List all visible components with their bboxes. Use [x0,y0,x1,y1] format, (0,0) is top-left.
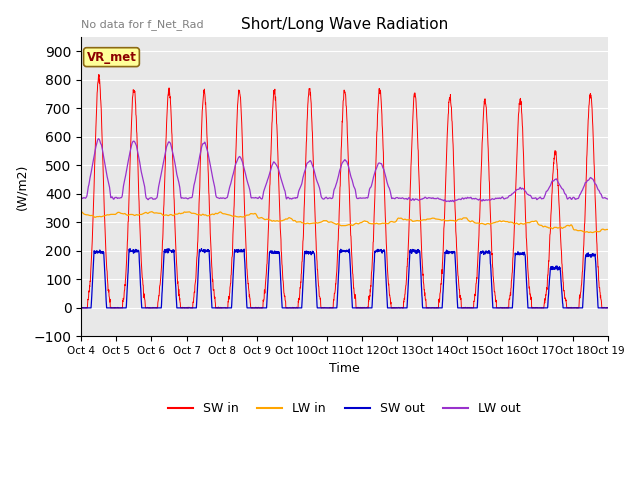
SW in [371,178,379,183]
Title: Short/Long Wave Radiation: Short/Long Wave Radiation [241,17,448,32]
LW in [360,218,367,224]
LW out [77,194,85,200]
LW out [95,136,102,142]
SW in [498,305,506,311]
LW in [572,227,580,233]
LW in [604,227,612,232]
LW in [371,221,379,227]
SW in [572,305,580,311]
SW out [198,246,205,252]
SW in [360,305,368,311]
SW in [95,72,103,78]
LW in [225,212,232,218]
LW out [558,185,566,191]
SW in [604,305,612,311]
LW out [604,196,612,202]
SW in [558,253,566,259]
LW out [371,168,379,174]
SW out [360,305,367,311]
SW in [77,305,85,311]
SW out [371,248,379,254]
LW out [450,199,458,204]
SW out [572,305,580,311]
Line: SW out: SW out [81,249,608,308]
SW out [497,305,505,311]
LW in [497,219,505,225]
Line: LW in: LW in [81,212,608,232]
SW out [604,305,612,311]
LW out [360,195,367,201]
LW in [148,209,156,215]
LW out [498,195,506,201]
LW in [557,225,565,230]
LW out [225,190,232,195]
SW out [225,305,232,311]
SW out [557,282,565,288]
SW in [225,295,232,301]
Line: LW out: LW out [81,139,608,202]
Line: SW in: SW in [81,75,608,308]
X-axis label: Time: Time [329,361,360,375]
LW in [589,229,596,235]
SW in [77,305,85,311]
Legend: SW in, LW in, SW out, LW out: SW in, LW in, SW out, LW out [163,397,526,420]
LW in [77,209,85,215]
Text: No data for f_Net_Rad: No data for f_Net_Rad [81,19,204,30]
Y-axis label: (W/m2): (W/m2) [15,164,28,210]
Text: VR_met: VR_met [86,50,136,64]
SW out [77,305,85,311]
LW out [572,196,580,202]
